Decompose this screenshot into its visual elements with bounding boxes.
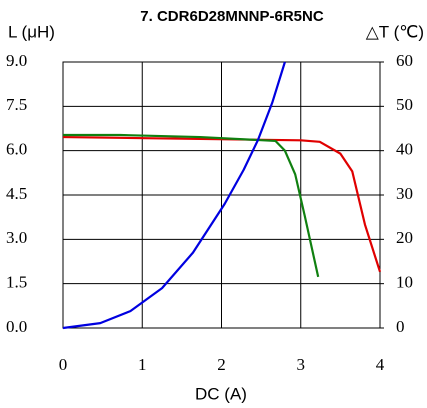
chart-title: 7. CDR6D28MNNP-6R5NC [140, 8, 324, 25]
series-line [62, 135, 382, 273]
y2-tick-label: 40 [396, 140, 413, 159]
y-tick-label: 1.5 [6, 273, 27, 292]
y2-tick-label: 60 [396, 51, 413, 70]
y-tick-label: 4.5 [6, 184, 27, 203]
x-axis-label: DC (A) [195, 384, 247, 403]
y-tick-label: 9.0 [6, 51, 27, 70]
y2-tick-label: 0 [396, 317, 405, 336]
x-tick-label: 1 [138, 355, 147, 374]
series-line [62, 61, 286, 330]
x-tick-label: 0 [59, 355, 68, 374]
y-axis-label: L (μH) [8, 22, 55, 41]
y2-tick-label: 20 [396, 228, 413, 247]
y-tick-label: 6.0 [6, 140, 27, 159]
x-tick-label: 3 [297, 355, 306, 374]
x-tick-label: 4 [376, 355, 385, 374]
y2-tick-label: 30 [396, 184, 413, 203]
y-tick-label: 7.5 [6, 95, 27, 114]
y-tick-label: 0.0 [6, 317, 27, 336]
x-tick-label: 2 [217, 355, 226, 374]
series-line [63, 133, 320, 278]
y2-tick-label: 50 [396, 95, 413, 114]
y2-tick-label: 10 [396, 273, 413, 292]
y-tick-label: 3.0 [6, 228, 27, 247]
y2-axis-label: △T (℃) [366, 22, 424, 41]
